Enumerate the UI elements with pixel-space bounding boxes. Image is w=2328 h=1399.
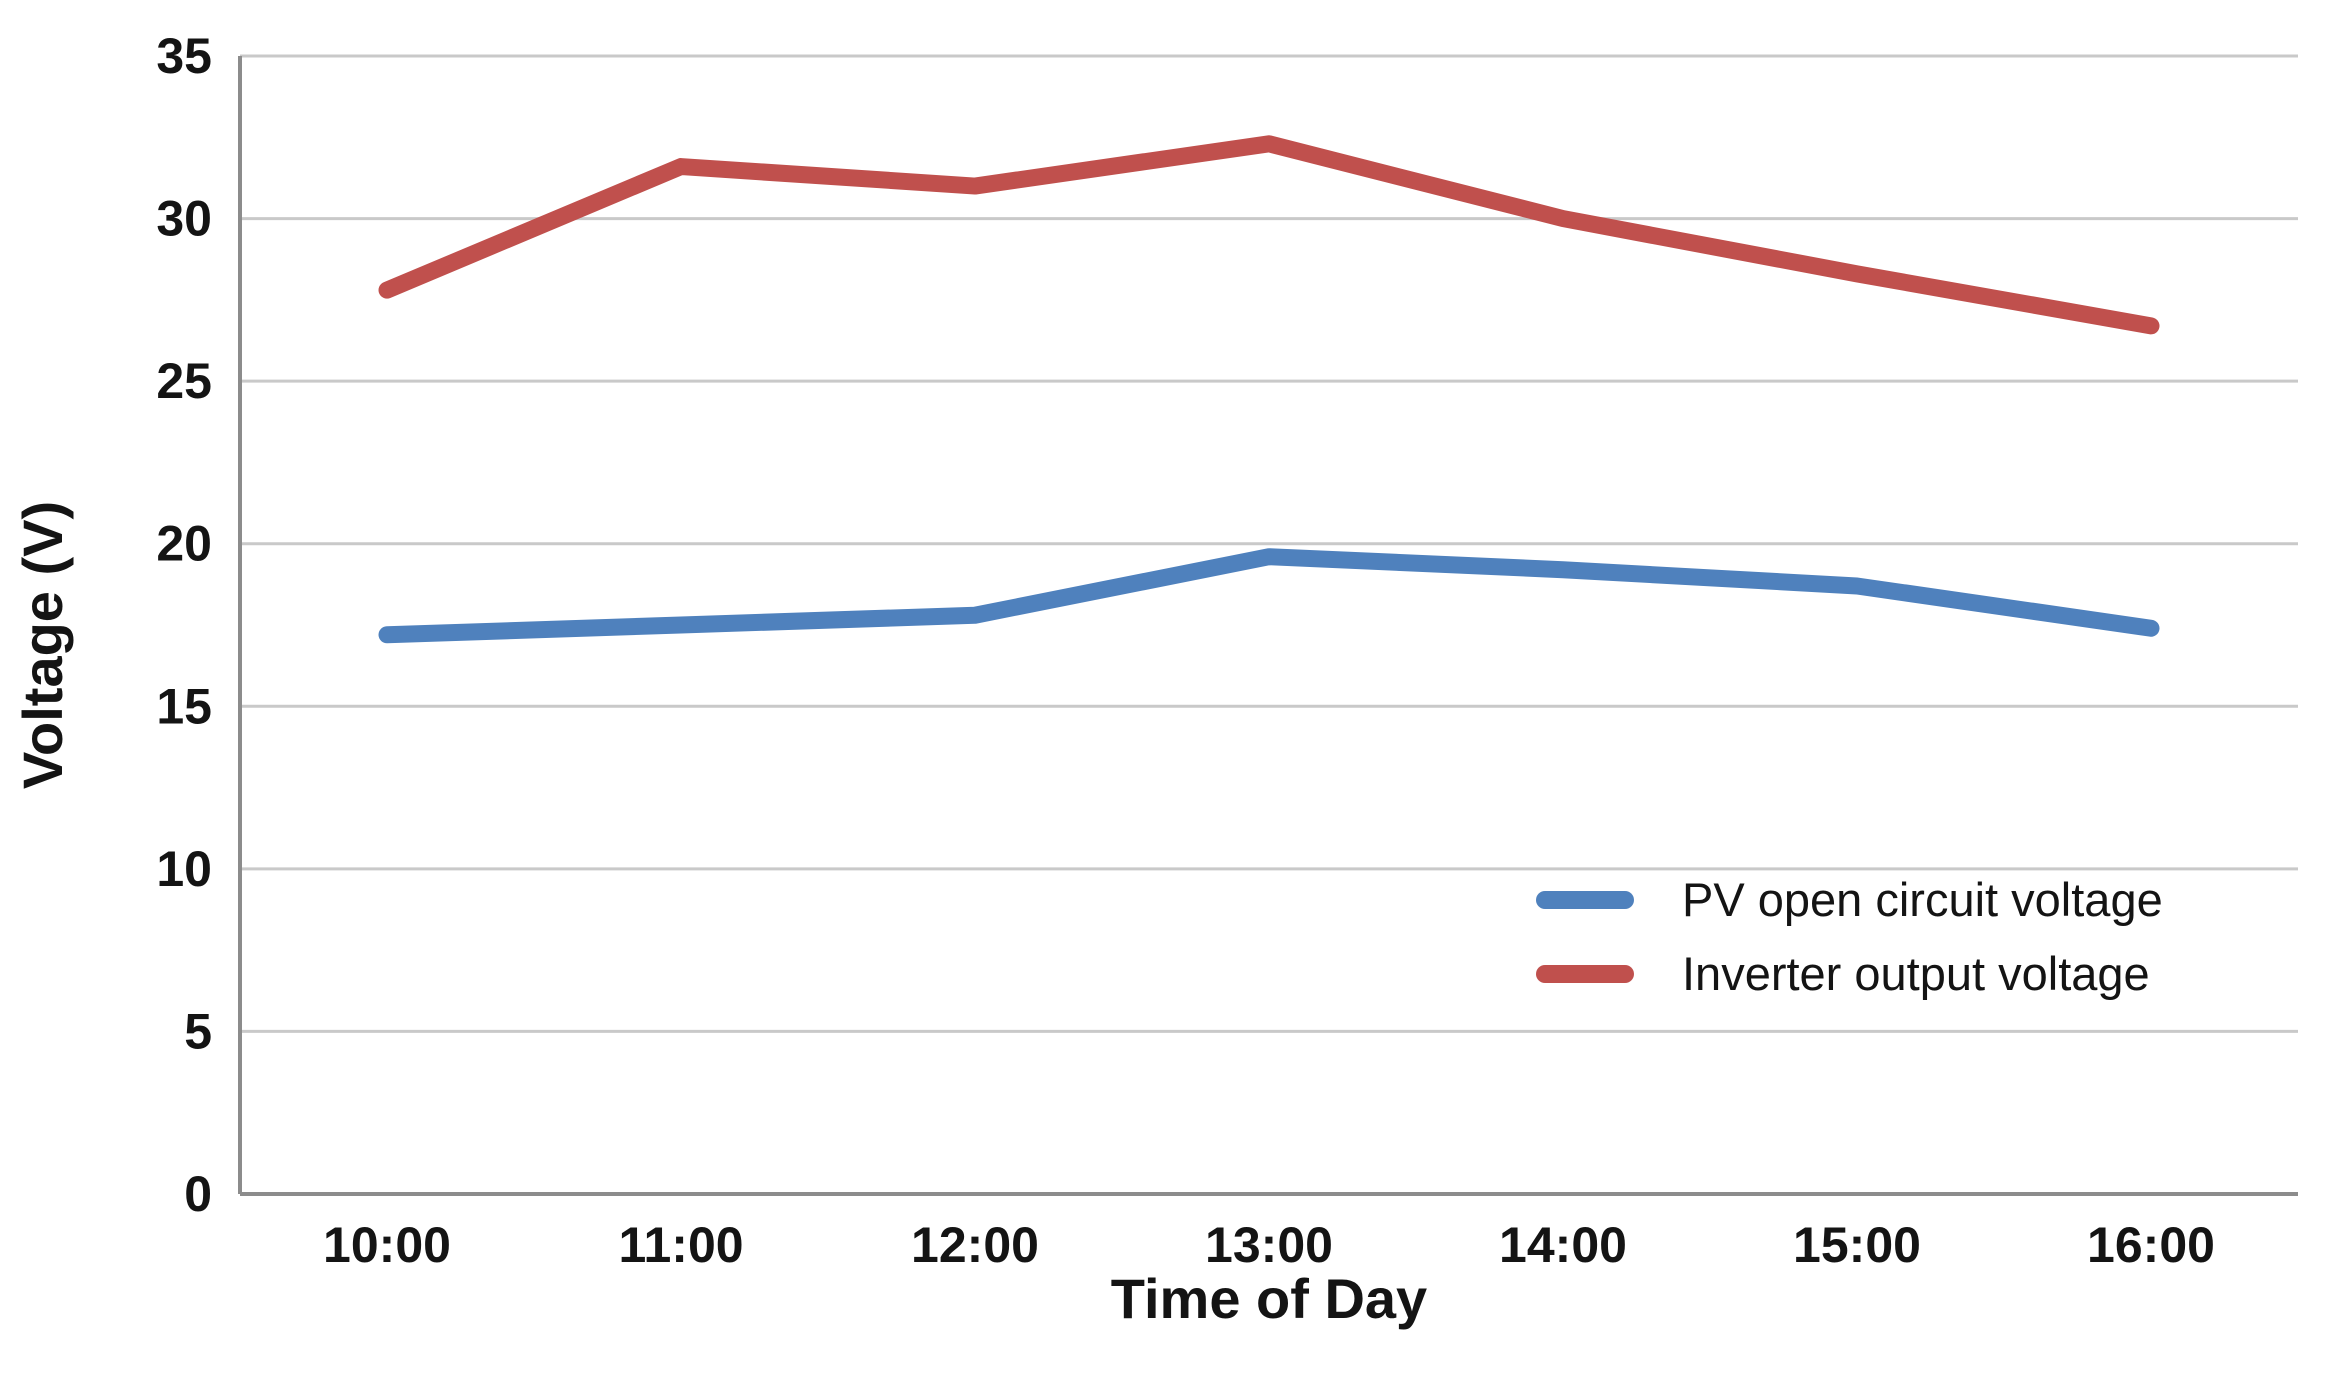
x-tick-label-1000: 10:00 <box>323 1217 451 1273</box>
axis-lines <box>238 56 2298 1196</box>
gridlines <box>240 54 2298 1033</box>
y-axis-tick-labels: 0 5 10 15 20 25 30 35 <box>156 28 212 1222</box>
y-axis-title: Voltage (V) <box>11 501 74 789</box>
x-tick-label-1100: 11:00 <box>618 1217 743 1273</box>
y-tick-label-35: 35 <box>156 28 212 84</box>
legend-label-inverter-output-voltage: Inverter output voltage <box>1682 947 2150 1000</box>
y-tick-label-10: 10 <box>156 841 212 897</box>
x-tick-label-1600: 16:00 <box>2087 1217 2215 1273</box>
y-tick-label-30: 30 <box>156 191 212 247</box>
series-line-inverter-output-voltage <box>378 135 2160 335</box>
chart-legend: PV open circuit voltage Inverter output v… <box>1536 873 2163 1000</box>
x-tick-label-1400: 14:00 <box>1499 1217 1627 1273</box>
y-tick-label-20: 20 <box>156 516 212 572</box>
series-line-pv-open-circuit-voltage <box>378 548 2160 644</box>
data-series-lines <box>378 135 2160 644</box>
x-tick-label-1200: 12:00 <box>911 1217 1039 1273</box>
x-axis-tick-labels: 10:00 11:00 12:00 13:00 14:00 15:00 16:00 <box>323 1217 2215 1273</box>
y-tick-label-25: 25 <box>156 353 212 409</box>
x-axis-title: Time of Day <box>1111 1267 1427 1330</box>
y-tick-label-0: 0 <box>184 1166 212 1222</box>
legend-label-pv-open-circuit-voltage: PV open circuit voltage <box>1682 873 2163 926</box>
x-tick-label-1500: 15:00 <box>1793 1217 1921 1273</box>
y-tick-label-5: 5 <box>184 1003 212 1059</box>
x-tick-label-1300: 13:00 <box>1205 1217 1333 1273</box>
y-tick-label-15: 15 <box>156 678 212 734</box>
